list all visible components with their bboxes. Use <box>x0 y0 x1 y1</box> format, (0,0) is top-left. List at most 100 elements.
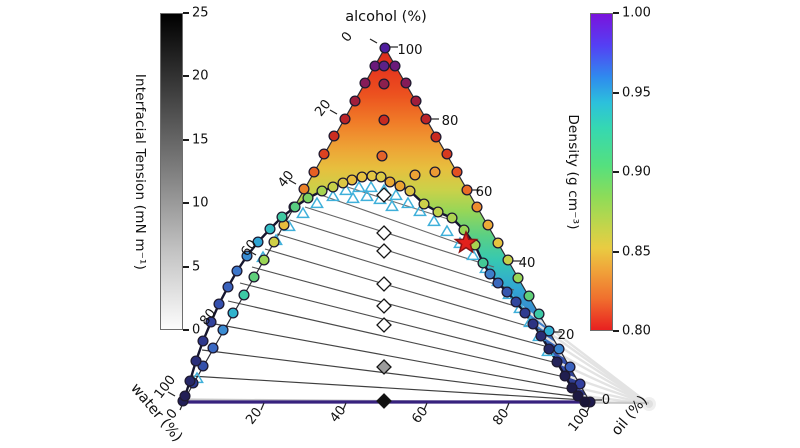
binodal-marker <box>432 206 444 218</box>
colorbar-tick <box>183 12 189 14</box>
axis-tick <box>329 109 338 115</box>
binodal-marker <box>394 180 406 192</box>
edge-marker <box>318 148 330 160</box>
triangle-marker <box>385 199 399 212</box>
colorbar-tick-label: 1.00 <box>622 5 651 21</box>
triangle-marker <box>440 224 454 237</box>
binodal-marker <box>205 316 217 328</box>
edge-marker <box>268 236 280 248</box>
edge-marker <box>339 113 351 125</box>
interior-marker <box>376 150 388 162</box>
axis-tick-label: 80 <box>490 406 512 428</box>
edge-marker <box>349 95 361 107</box>
tie-line <box>289 219 515 291</box>
binodal-marker <box>384 176 396 188</box>
binodal-marker <box>316 185 328 197</box>
axis-tick-label: 40 <box>519 256 536 271</box>
edge-marker <box>533 308 545 320</box>
edge-marker <box>492 237 504 249</box>
triangle-marker <box>401 196 415 209</box>
colorbar-tick <box>183 329 189 331</box>
binodal-marker <box>190 355 202 367</box>
triangle-marker <box>360 189 374 202</box>
binodal-marker <box>510 296 522 308</box>
edge-marker <box>430 131 442 143</box>
edge-marker <box>420 113 432 125</box>
edge-marker <box>379 42 391 54</box>
colorbar-tick-label: 0.80 <box>622 323 651 339</box>
edge-marker <box>553 343 565 355</box>
colorbar-tick <box>613 330 619 332</box>
binodal-marker <box>231 265 243 277</box>
binodal-marker <box>302 192 314 204</box>
edge-marker <box>238 289 250 301</box>
triangle-marker <box>413 204 427 217</box>
axis-tick-label: 100 <box>152 373 179 402</box>
axis-tick-label: 20 <box>558 328 575 343</box>
binodal-marker <box>501 286 513 298</box>
edge-marker <box>410 95 422 107</box>
diamond-marker <box>376 317 392 333</box>
binodal-marker <box>356 171 368 183</box>
colorbar-tick <box>613 12 619 14</box>
triangle-marker <box>326 189 340 202</box>
colorbar-tick <box>183 75 189 77</box>
colorbar-tick-label: 0.85 <box>622 244 651 260</box>
binodal-marker <box>366 170 378 182</box>
star-marker <box>453 229 479 254</box>
colorbar-tick-label: 25 <box>192 5 209 21</box>
colorbar-tick-label: 0.95 <box>622 85 651 101</box>
edge-marker <box>441 148 453 160</box>
tie-line <box>227 300 570 379</box>
ift-colorbar <box>160 13 183 330</box>
binodal-marker <box>241 250 253 262</box>
diamond-marker <box>376 187 392 203</box>
interior-marker <box>409 169 421 181</box>
binodal-marker <box>222 281 234 293</box>
edge-marker <box>258 254 270 266</box>
axis-tick-label: 40 <box>275 168 297 190</box>
colorbar-tick-label: 15 <box>192 132 209 148</box>
diamond-marker <box>376 393 392 409</box>
edge-marker <box>451 166 463 178</box>
binodal-marker <box>418 198 430 210</box>
colorbar-tick <box>183 202 189 204</box>
edge-marker <box>217 324 229 336</box>
triangle-marker <box>466 248 480 261</box>
colorbar-tick <box>613 171 619 173</box>
binodal-marker <box>327 181 339 193</box>
tie-line <box>251 266 553 349</box>
binodal-marker <box>264 223 276 235</box>
axis-tick-label: 80 <box>442 114 459 129</box>
diamond-marker <box>376 225 392 241</box>
axis-tick <box>167 391 176 397</box>
edge-marker <box>512 272 524 284</box>
binodal-marker <box>446 212 458 224</box>
interior-marker <box>378 114 390 126</box>
binodal-marker <box>477 257 489 269</box>
interior-marker <box>378 60 390 72</box>
binodal-marker <box>404 185 416 197</box>
tie-line <box>201 349 581 398</box>
axis-tick <box>288 179 297 185</box>
alcohol-axis-title: alcohol (%) <box>345 8 427 25</box>
colorbar-tick-label: 5 <box>192 259 201 275</box>
edge-marker <box>207 342 219 354</box>
binodal-marker <box>346 174 358 186</box>
tie-line <box>239 282 562 365</box>
binodal-marker <box>289 201 301 213</box>
binodal-marker <box>519 307 531 319</box>
binodal-marker <box>559 370 571 382</box>
tie-line <box>320 194 473 249</box>
edge-marker <box>564 361 576 373</box>
binodal-marker <box>566 382 578 394</box>
axis-tick-label: 0 <box>602 393 610 408</box>
binodal-marker <box>276 211 288 223</box>
triangle-marker <box>364 180 378 193</box>
edge-marker <box>523 290 535 302</box>
colorbar-tick-label: 0.90 <box>622 164 651 180</box>
binodal-marker <box>252 236 264 248</box>
edge-marker <box>308 166 320 178</box>
